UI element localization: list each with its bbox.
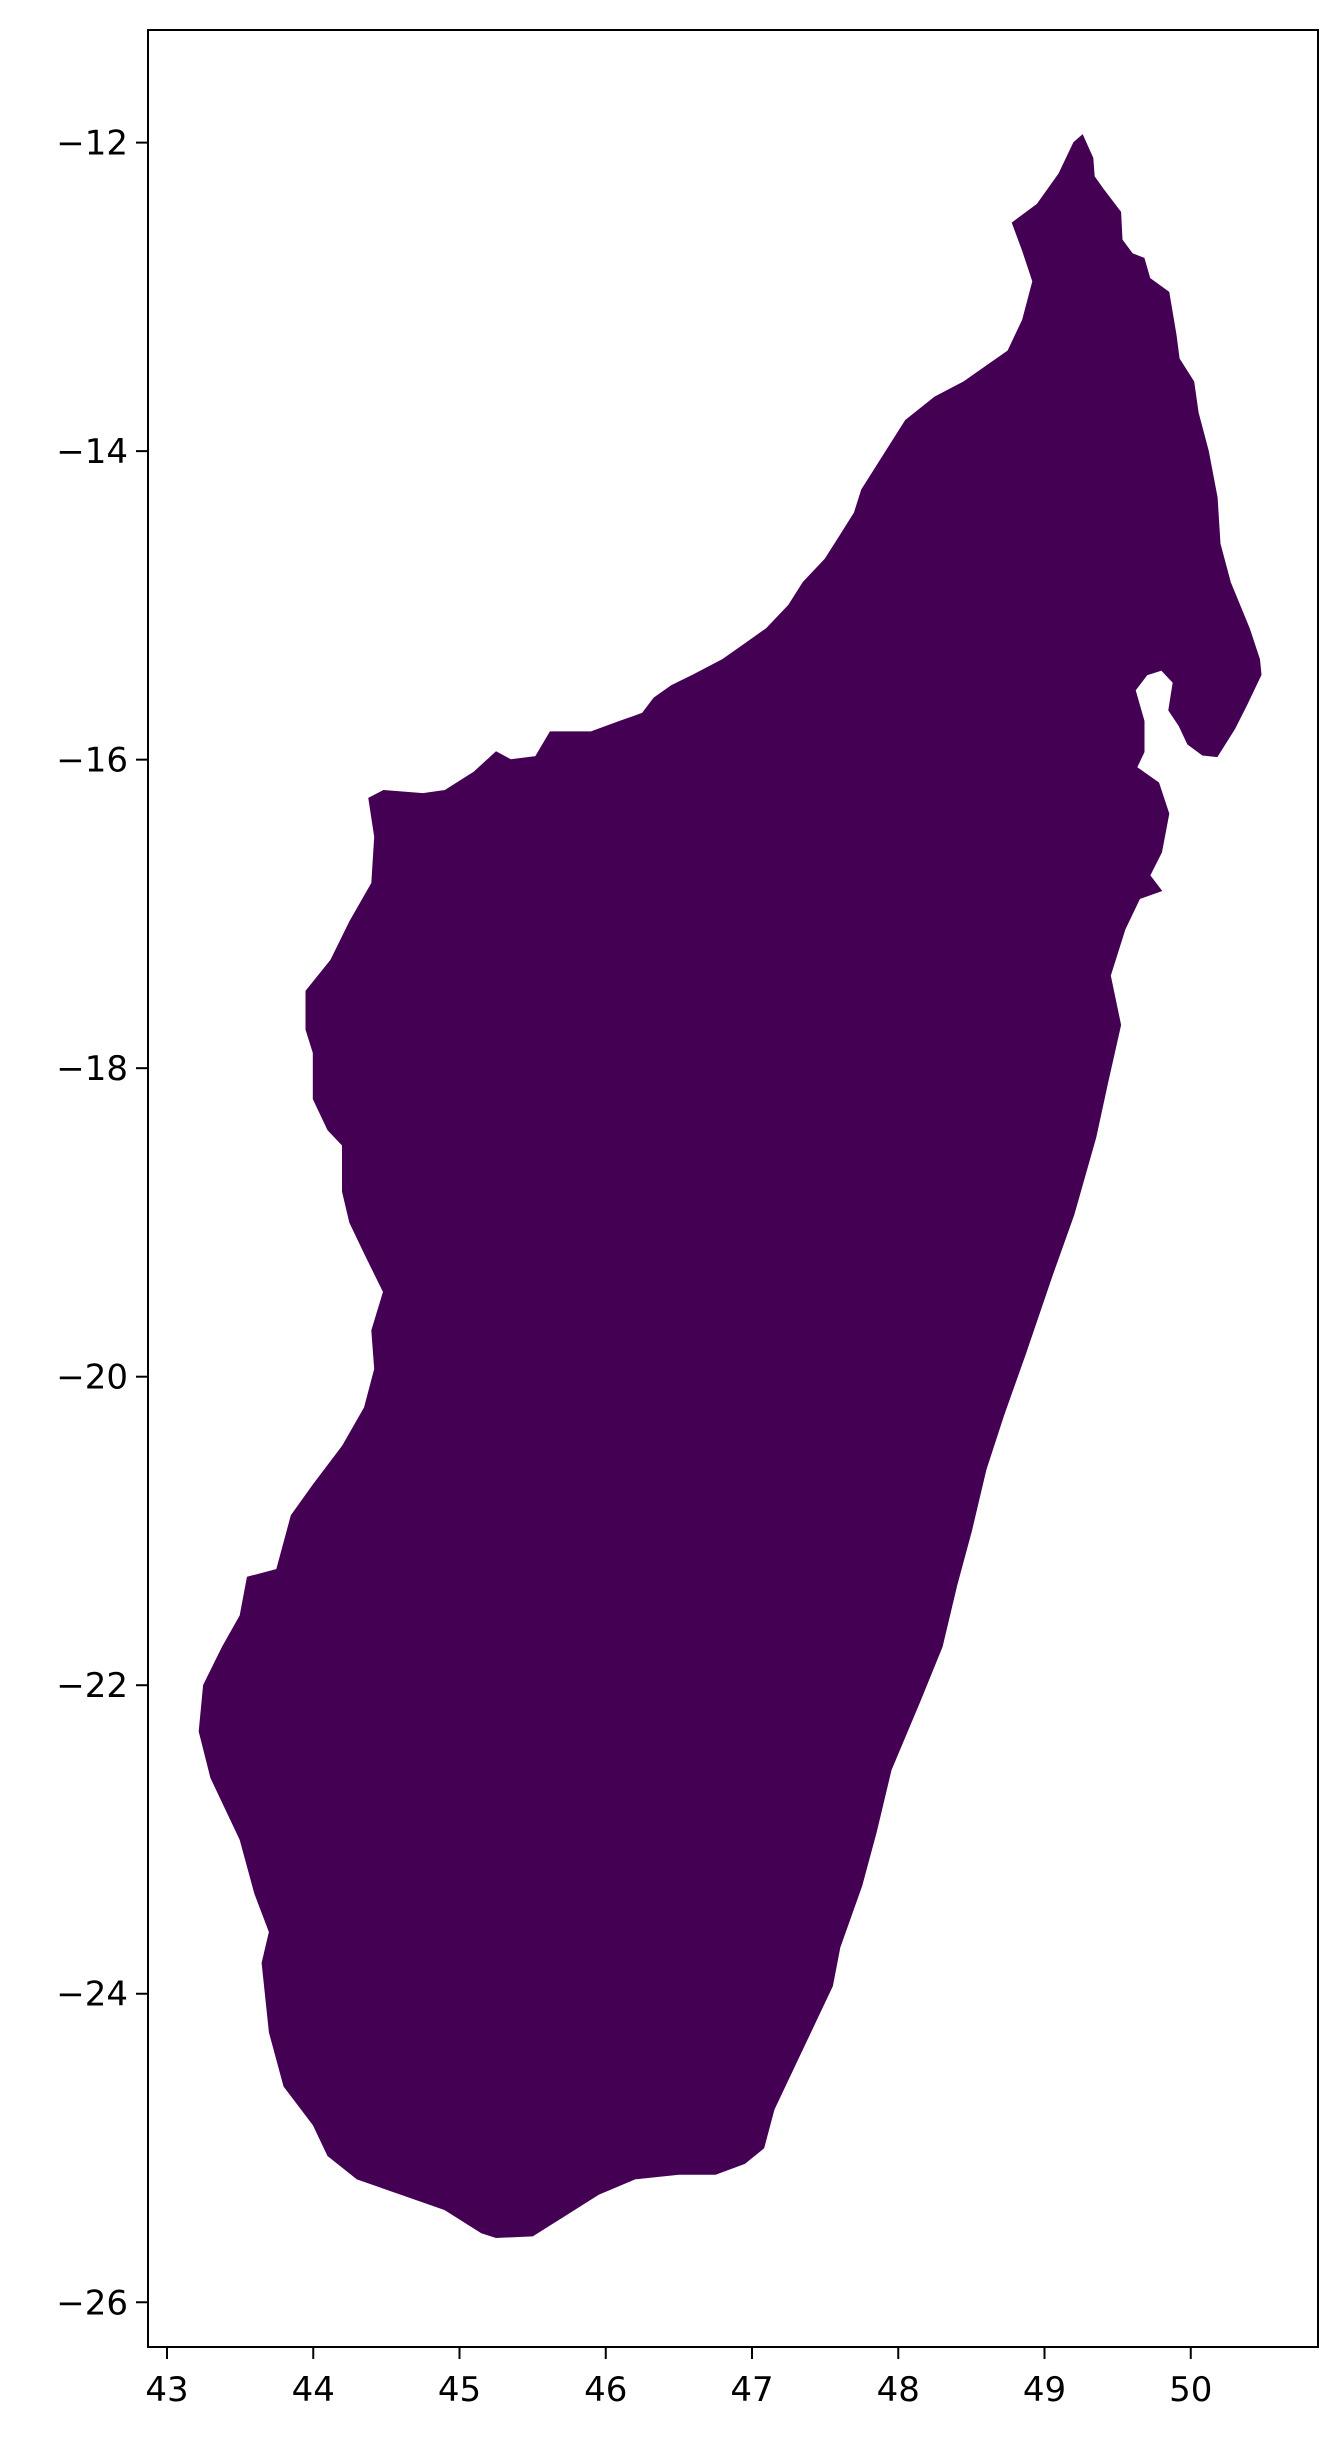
x-axis: 43 44 45 46 47 48 49 50 <box>145 2347 1212 2410</box>
x-tick-label: 46 <box>584 2370 627 2410</box>
land-layer <box>198 134 1262 2239</box>
y-tick-label: −26 <box>56 2283 128 2323</box>
plot-frame <box>147 29 1319 2348</box>
y-tick-label: −16 <box>56 741 128 781</box>
x-tick-label: 49 <box>1023 2370 1066 2410</box>
y-tick-label: −12 <box>56 124 128 164</box>
y-tick-label: −20 <box>56 1358 128 1398</box>
madagascar-landmass <box>198 134 1262 2239</box>
y-tick-label: −22 <box>56 1666 128 1706</box>
y-tick-label: −14 <box>56 432 128 472</box>
y-tick-label: −24 <box>56 1975 128 2015</box>
y-axis: −12 −14 −16 −18 −20 −22 −24 −26 <box>56 124 148 2323</box>
y-tick-label: −18 <box>56 1049 128 1089</box>
x-tick-label: 44 <box>292 2370 335 2410</box>
x-tick-label: 45 <box>438 2370 481 2410</box>
x-tick-label: 47 <box>730 2370 773 2410</box>
x-tick-label: 50 <box>1169 2370 1212 2410</box>
x-tick-label: 43 <box>145 2370 188 2410</box>
x-tick-label: 48 <box>877 2370 920 2410</box>
